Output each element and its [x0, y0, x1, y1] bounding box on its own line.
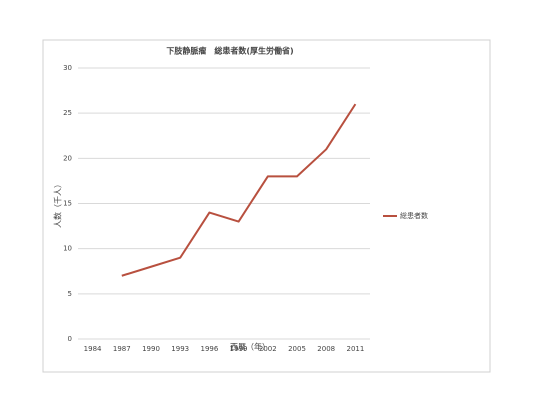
x-tick-label: 1984	[84, 345, 102, 353]
y-tick-label: 0	[68, 335, 72, 343]
y-tick-label: 5	[68, 290, 72, 298]
y-tick-label: 20	[63, 154, 72, 162]
x-tick-label: 1993	[171, 345, 189, 353]
chart-frame	[42, 39, 491, 373]
y-tick-label: 15	[63, 200, 72, 208]
y-tick-label: 30	[63, 64, 72, 72]
x-tick-label: 1996	[200, 345, 218, 353]
legend-label: 総患者数	[400, 211, 428, 220]
x-tick-label: 2008	[317, 345, 335, 353]
x-tick-label: 2005	[288, 345, 306, 353]
y-tick-label: 25	[63, 109, 72, 117]
chart-title: 下肢静脈瘤 総患者数(厚生労働省)	[166, 46, 293, 56]
x-tick-label: 1999	[230, 345, 248, 353]
y-axis-label: 人数（千人）	[53, 180, 63, 228]
x-tick-label: 1990	[142, 345, 160, 353]
x-tick-label: 2011	[346, 345, 364, 353]
x-tick-label: 1987	[113, 345, 131, 353]
x-tick-label: 2002	[259, 345, 277, 353]
series-line	[121, 103, 357, 277]
y-tick-label: 10	[63, 245, 72, 253]
x-axis-label: 西暦（年）	[230, 342, 270, 352]
